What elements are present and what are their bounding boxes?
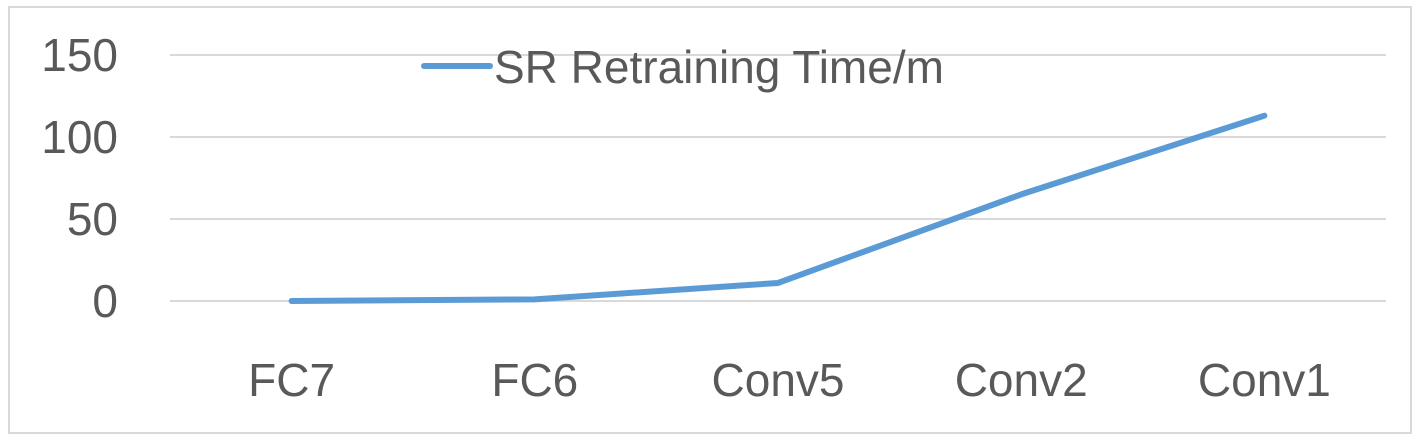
x-tick-label: Conv2: [955, 354, 1088, 406]
legend-label: SR Retraining Time/m: [494, 41, 944, 93]
legend: SR Retraining Time/m: [421, 41, 944, 93]
y-tick-label: 100: [41, 111, 118, 163]
x-tick-label: Conv1: [1198, 354, 1331, 406]
series-layer: [288, 112, 1268, 304]
y-axis-ticks: 0 50 100 150: [41, 29, 118, 327]
y-tick-label: 150: [41, 29, 118, 81]
y-tick-label: 0: [92, 275, 118, 327]
y-tick-label: 50: [67, 193, 118, 245]
x-tick-label: Conv5: [712, 354, 845, 406]
x-axis-ticks: FC7 FC6 Conv5 Conv2 Conv1: [248, 354, 1331, 406]
x-tick-label: FC6: [491, 354, 578, 406]
series-line: [288, 112, 1268, 304]
x-tick-label: FC7: [248, 354, 335, 406]
